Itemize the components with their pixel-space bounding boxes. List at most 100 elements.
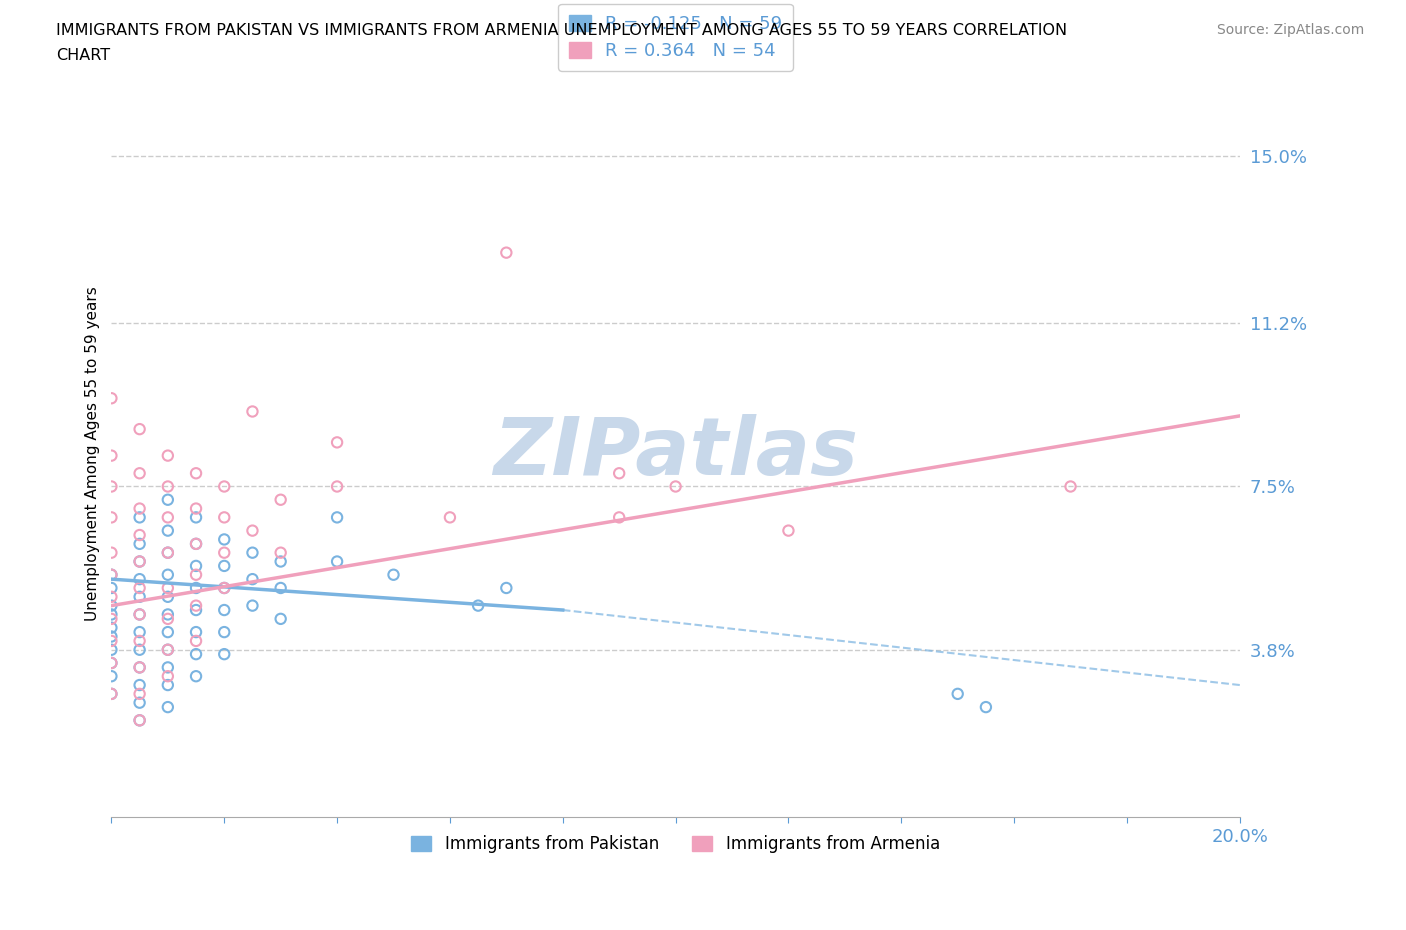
- Point: [326, 435, 349, 450]
- Point: [184, 466, 207, 481]
- Point: [156, 625, 179, 640]
- Point: [270, 554, 292, 569]
- Point: [128, 590, 150, 604]
- Point: [100, 643, 122, 658]
- Point: [128, 633, 150, 648]
- Point: [128, 466, 150, 481]
- Point: [100, 510, 122, 525]
- Point: [100, 629, 122, 644]
- Point: [100, 448, 122, 463]
- Point: [156, 643, 179, 658]
- Point: [242, 404, 264, 418]
- Point: [156, 580, 179, 595]
- Point: [100, 633, 122, 648]
- Point: [128, 501, 150, 516]
- Text: Source: ZipAtlas.com: Source: ZipAtlas.com: [1216, 23, 1364, 37]
- Point: [184, 537, 207, 551]
- Point: [100, 686, 122, 701]
- Point: [778, 524, 800, 538]
- Y-axis label: Unemployment Among Ages 55 to 59 years: Unemployment Among Ages 55 to 59 years: [86, 286, 100, 621]
- Point: [128, 580, 150, 595]
- Point: [100, 686, 122, 701]
- Point: [128, 678, 150, 693]
- Point: [100, 567, 122, 582]
- Point: [184, 598, 207, 613]
- Point: [128, 713, 150, 728]
- Point: [128, 527, 150, 542]
- Point: [156, 524, 179, 538]
- Point: [128, 696, 150, 711]
- Point: [100, 598, 122, 613]
- Point: [156, 510, 179, 525]
- Point: [495, 580, 517, 595]
- Point: [156, 448, 179, 463]
- Point: [156, 607, 179, 622]
- Point: [242, 572, 264, 587]
- Point: [100, 656, 122, 671]
- Point: [128, 421, 150, 436]
- Point: [156, 545, 179, 560]
- Point: [212, 580, 235, 595]
- Point: [270, 492, 292, 507]
- Point: [607, 466, 630, 481]
- Point: [128, 554, 150, 569]
- Legend: Immigrants from Pakistan, Immigrants from Armenia: Immigrants from Pakistan, Immigrants fro…: [405, 829, 946, 860]
- Point: [156, 660, 179, 675]
- Point: [156, 545, 179, 560]
- Point: [156, 611, 179, 626]
- Point: [156, 643, 179, 658]
- Point: [128, 572, 150, 587]
- Point: [100, 567, 122, 582]
- Point: [100, 580, 122, 595]
- Point: [665, 479, 688, 494]
- Point: [128, 643, 150, 658]
- Point: [212, 532, 235, 547]
- Point: [184, 510, 207, 525]
- Point: [100, 611, 122, 626]
- Point: [156, 678, 179, 693]
- Point: [184, 501, 207, 516]
- Point: [439, 510, 461, 525]
- Point: [100, 656, 122, 671]
- Point: [326, 510, 349, 525]
- Point: [607, 510, 630, 525]
- Point: [212, 545, 235, 560]
- Point: [270, 611, 292, 626]
- Point: [270, 545, 292, 560]
- Point: [326, 479, 349, 494]
- Point: [212, 580, 235, 595]
- Point: [156, 699, 179, 714]
- Point: [100, 545, 122, 560]
- Point: [128, 625, 150, 640]
- Point: [100, 391, 122, 405]
- Point: [156, 590, 179, 604]
- Point: [212, 603, 235, 618]
- Point: [128, 537, 150, 551]
- Point: [184, 559, 207, 574]
- Point: [242, 598, 264, 613]
- Point: [326, 554, 349, 569]
- Point: [100, 620, 122, 635]
- Point: [382, 567, 405, 582]
- Point: [242, 545, 264, 560]
- Point: [212, 625, 235, 640]
- Point: [100, 669, 122, 684]
- Point: [128, 510, 150, 525]
- Point: [156, 567, 179, 582]
- Point: [156, 479, 179, 494]
- Point: [212, 646, 235, 661]
- Point: [128, 660, 150, 675]
- Point: [184, 537, 207, 551]
- Point: [128, 660, 150, 675]
- Point: [100, 479, 122, 494]
- Point: [212, 510, 235, 525]
- Point: [128, 686, 150, 701]
- Point: [184, 625, 207, 640]
- Point: [270, 580, 292, 595]
- Point: [184, 669, 207, 684]
- Point: [1059, 479, 1081, 494]
- Point: [212, 479, 235, 494]
- Point: [184, 580, 207, 595]
- Point: [184, 603, 207, 618]
- Point: [100, 590, 122, 604]
